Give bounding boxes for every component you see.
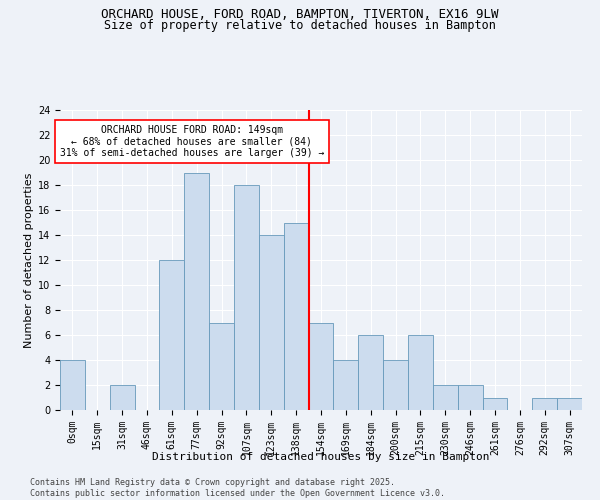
Bar bbox=[358, 335, 383, 410]
Bar bbox=[433, 385, 458, 410]
Y-axis label: Number of detached properties: Number of detached properties bbox=[23, 172, 34, 348]
Bar bbox=[334, 360, 358, 410]
Bar bbox=[284, 222, 308, 410]
Bar bbox=[184, 172, 209, 410]
Text: Contains HM Land Registry data © Crown copyright and database right 2025.
Contai: Contains HM Land Registry data © Crown c… bbox=[30, 478, 445, 498]
Bar bbox=[110, 385, 134, 410]
Bar bbox=[458, 385, 482, 410]
Bar bbox=[160, 260, 184, 410]
Bar bbox=[532, 398, 557, 410]
Bar bbox=[234, 185, 259, 410]
Bar bbox=[60, 360, 85, 410]
Bar bbox=[209, 322, 234, 410]
Bar bbox=[259, 235, 284, 410]
Bar bbox=[408, 335, 433, 410]
Bar bbox=[383, 360, 408, 410]
Bar bbox=[308, 322, 334, 410]
Text: Distribution of detached houses by size in Bampton: Distribution of detached houses by size … bbox=[152, 452, 490, 462]
Text: Size of property relative to detached houses in Bampton: Size of property relative to detached ho… bbox=[104, 19, 496, 32]
Text: ORCHARD HOUSE, FORD ROAD, BAMPTON, TIVERTON, EX16 9LW: ORCHARD HOUSE, FORD ROAD, BAMPTON, TIVER… bbox=[101, 8, 499, 20]
Bar bbox=[557, 398, 582, 410]
Bar bbox=[482, 398, 508, 410]
Text: ORCHARD HOUSE FORD ROAD: 149sqm
← 68% of detached houses are smaller (84)
31% of: ORCHARD HOUSE FORD ROAD: 149sqm ← 68% of… bbox=[59, 125, 324, 158]
